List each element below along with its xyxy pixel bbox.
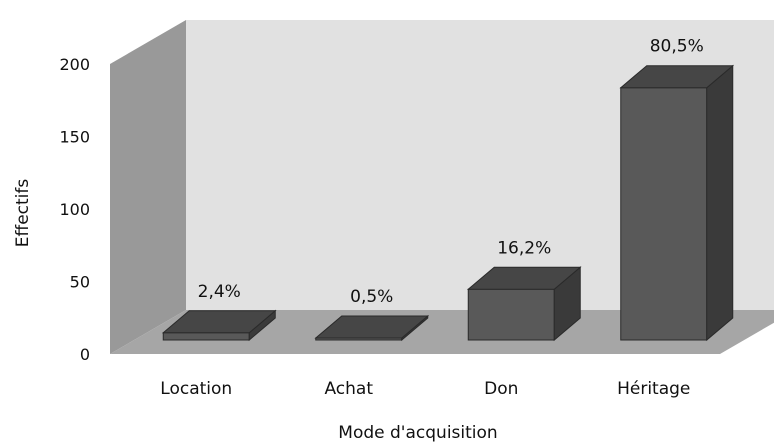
y-axis-ticks: 0 50 100 150 200 [59, 55, 90, 364]
data-label: 16,2% [497, 238, 551, 258]
bar-don [466, 266, 582, 342]
x-tick-label: Location [160, 379, 232, 399]
bar-location [161, 309, 277, 342]
data-label: 80,5% [650, 37, 704, 57]
bars-group [161, 64, 735, 342]
y-tick-label: 0 [80, 345, 90, 364]
y-tick-label: 100 [59, 200, 90, 219]
bar-top [619, 65, 735, 89]
y-tick-label: 200 [59, 55, 90, 74]
y-axis-title: Effectifs [13, 179, 33, 248]
floor [110, 310, 774, 354]
bar-front [467, 288, 555, 341]
bar-héritage [619, 64, 735, 342]
x-axis-categories: Location Achat Don Héritage [160, 379, 690, 399]
bar-top [466, 266, 582, 290]
bar-top [314, 315, 430, 339]
x-tick-label: Héritage [617, 379, 690, 399]
bar-achat [314, 314, 430, 342]
data-labels: 2,4% 0,5% 16,2% 80,5% [198, 37, 704, 307]
bar-top [161, 310, 277, 334]
data-label: 0,5% [350, 287, 393, 307]
x-tick-label: Don [484, 379, 518, 399]
x-tick-label: Achat [324, 379, 373, 399]
bar-front [620, 87, 708, 341]
data-label: 2,4% [198, 282, 241, 302]
bar-front [162, 332, 250, 341]
side-wall [110, 20, 186, 354]
bar-side [706, 64, 734, 342]
y-tick-label: 50 [70, 273, 90, 292]
y-tick-label: 150 [59, 128, 90, 147]
x-axis-title: Mode d'acquisition [338, 423, 497, 443]
